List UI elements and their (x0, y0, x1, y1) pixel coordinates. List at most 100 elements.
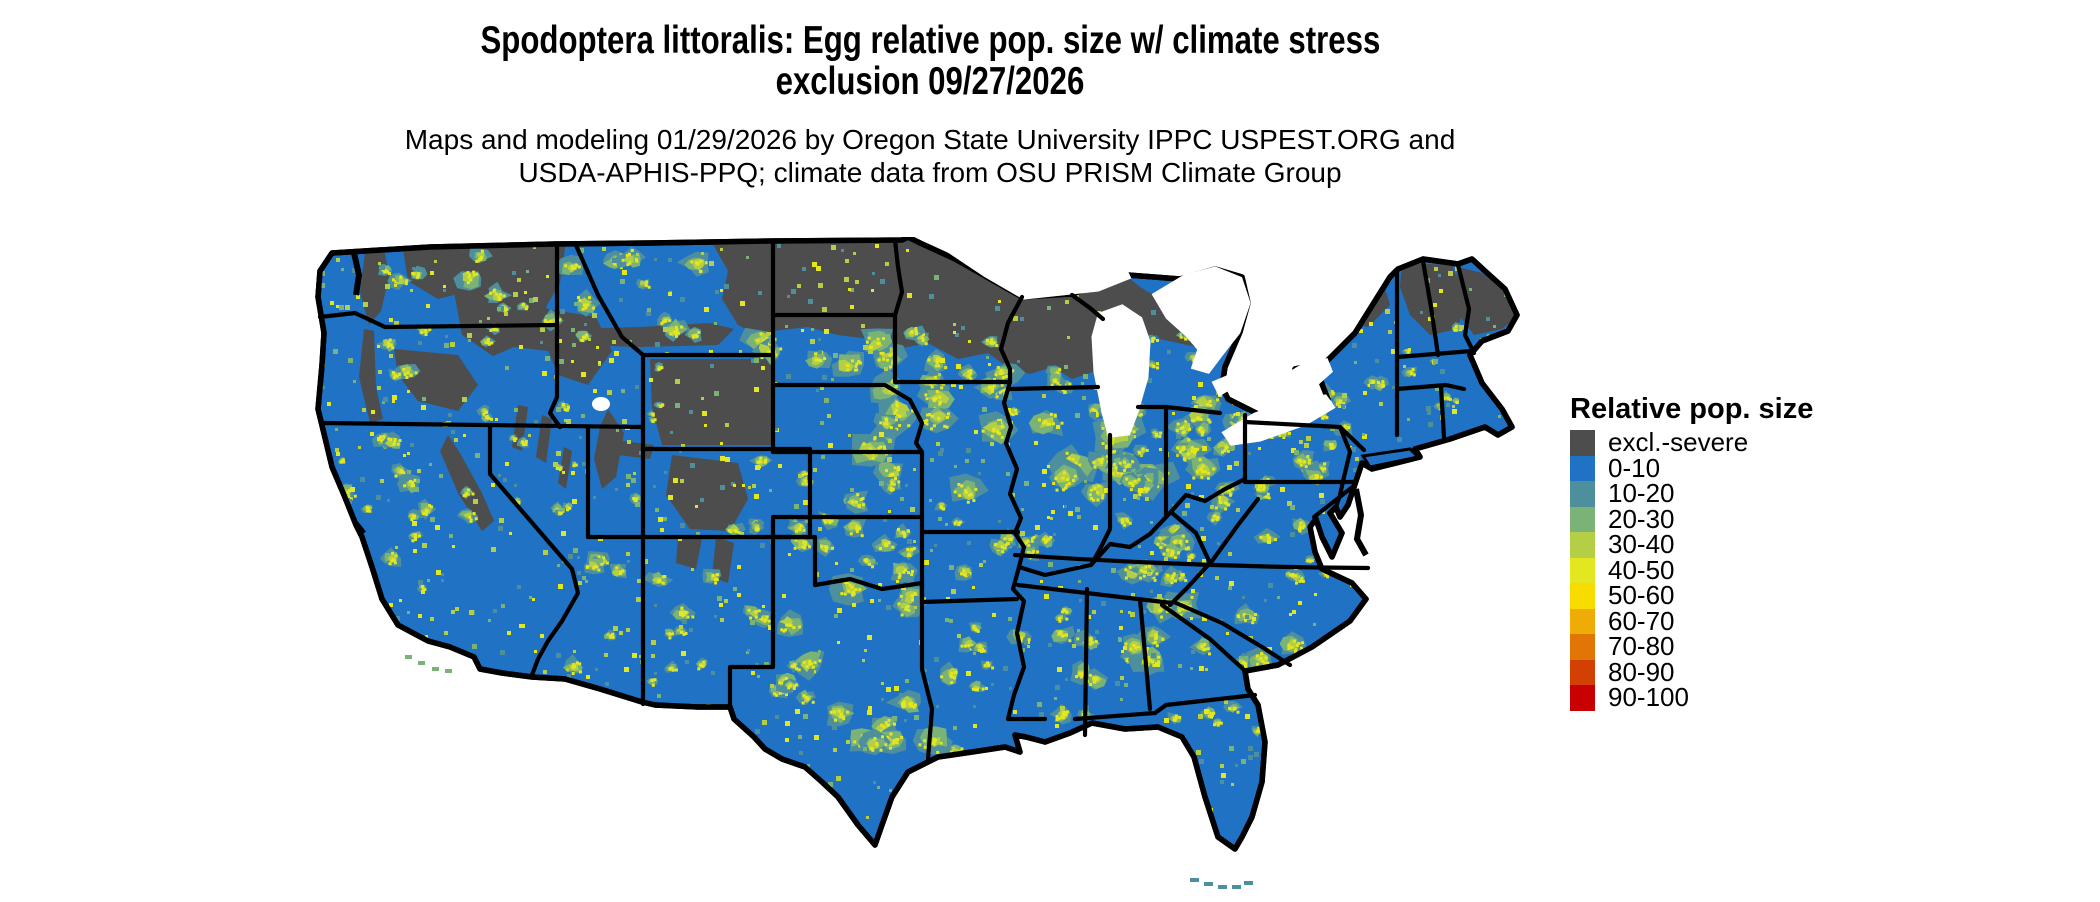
state-border (1012, 552, 1371, 571)
channel-island (418, 661, 425, 665)
header: Spodoptera littoralis: Egg relative pop.… (310, 20, 1550, 189)
legend-label: 90-100 (1608, 682, 1689, 712)
legend-label: 70-80 (1608, 631, 1675, 661)
legend-row: excl.-severe (1570, 427, 1813, 457)
legend-swatch (1570, 506, 1595, 532)
state-border (1015, 582, 1175, 606)
legend-title: Relative pop. size (1570, 393, 1814, 425)
great-salt-lake (592, 397, 610, 411)
great-lake (1151, 266, 1251, 374)
legend-label: 40-50 (1608, 554, 1675, 585)
channel-island (432, 667, 439, 671)
state-border (1420, 258, 1441, 358)
state-border (572, 240, 646, 358)
great-lake (1274, 358, 1333, 406)
state-border (487, 424, 581, 678)
florida-key (1232, 885, 1241, 889)
legend-row: 90-100 (1570, 682, 1813, 712)
legend-swatch (1570, 430, 1595, 456)
legend: Relative pop. size excl.-severe 0-10 10-20… (1570, 392, 1813, 711)
legend-label: 20-30 (1608, 503, 1675, 534)
legend-row: 80-90 (1570, 656, 1813, 687)
great-lake (1221, 394, 1336, 446)
state-border (1242, 419, 1343, 430)
legend-row: 40-50 (1570, 554, 1813, 585)
state-border (547, 322, 563, 430)
channel-island (405, 655, 412, 659)
map-subtitle: Maps and modeling 01/29/2026 by Oregon S… (310, 123, 1550, 189)
state-border (812, 576, 925, 592)
subtitle-line2: USDA-APHIS-PPQ; climate data from OSU PR… (518, 157, 1342, 188)
state-border (1001, 379, 1027, 722)
legend-swatch (1570, 583, 1595, 609)
state-border (913, 440, 925, 605)
state-border (1173, 600, 1293, 668)
us-map-svg (315, 234, 1520, 889)
legend-label: 0-10 (1608, 452, 1661, 483)
state-border (1082, 586, 1090, 738)
legend-rows: excl.-severe 0-10 10-20 20-30 30-40 40-50 50-6… (1570, 427, 1813, 712)
sf-bay (354, 521, 366, 535)
us-map (310, 234, 1550, 897)
legend-row: 70-80 (1570, 631, 1813, 661)
legend-row: 10-20 (1570, 478, 1813, 508)
state-border (1007, 384, 1101, 392)
state-border (770, 382, 913, 403)
legend-label: excl.-severe (1608, 427, 1749, 457)
state-border (1159, 602, 1246, 672)
state-border (1337, 424, 1367, 453)
state-border (892, 237, 905, 318)
map-title-line2: exclusion 09/27/2026 (775, 60, 1085, 103)
puget-sound (351, 252, 363, 296)
state-border (1069, 292, 1106, 322)
legend-label: 60-70 (1608, 605, 1675, 636)
state-border (317, 310, 560, 330)
legend-label: 50-60 (1608, 580, 1675, 610)
state-border (1455, 262, 1477, 356)
state-border (1016, 476, 1248, 578)
state-border (1135, 404, 1223, 416)
great-lake (943, 240, 1132, 300)
great-lake (1099, 312, 1122, 359)
subtitle-line1: Maps and modeling 01/29/2026 by Oregon S… (404, 124, 1456, 155)
state-border (1438, 384, 1447, 440)
legend-swatch (1570, 455, 1595, 481)
state-border (1394, 348, 1475, 360)
legend-row: 0-10 (1570, 452, 1813, 483)
great-lake (1211, 374, 1236, 397)
legend-swatch (1570, 481, 1595, 507)
state-border (919, 596, 1020, 605)
state-border (1394, 382, 1467, 392)
state-border (1167, 560, 1213, 608)
legend-label: 10-20 (1608, 478, 1675, 508)
florida-key (1190, 878, 1199, 882)
state-border (998, 294, 1025, 385)
florida-key (1244, 881, 1253, 885)
state-border (1311, 482, 1358, 520)
legend-swatch (1570, 532, 1595, 558)
legend-row: 20-30 (1570, 503, 1813, 534)
state-border (907, 397, 925, 446)
state-border (727, 534, 776, 708)
map-title-line1: Spodoptera littoralis: Egg relative pop.… (480, 19, 1380, 62)
legend-row: 50-60 (1570, 580, 1813, 610)
legend-swatch (1570, 608, 1595, 634)
legend-swatch (1570, 659, 1595, 685)
chesapeake-bay (1353, 488, 1369, 557)
state-border (1137, 596, 1153, 712)
state-border (919, 580, 935, 762)
legend-swatch (1570, 685, 1595, 711)
long-island (1360, 447, 1422, 469)
state-border (1169, 510, 1213, 566)
legend-label: 30-40 (1608, 529, 1675, 559)
legend-swatch (1570, 634, 1595, 660)
florida-key (1218, 885, 1227, 889)
state-border (1072, 692, 1258, 722)
legend-label: 80-90 (1608, 656, 1675, 687)
channel-island (445, 669, 452, 673)
legend-row: 60-70 (1570, 605, 1813, 636)
florida-key (1204, 882, 1213, 886)
legend-swatch (1570, 557, 1595, 583)
state-border (1209, 496, 1261, 564)
legend-row: 30-40 (1570, 529, 1813, 559)
